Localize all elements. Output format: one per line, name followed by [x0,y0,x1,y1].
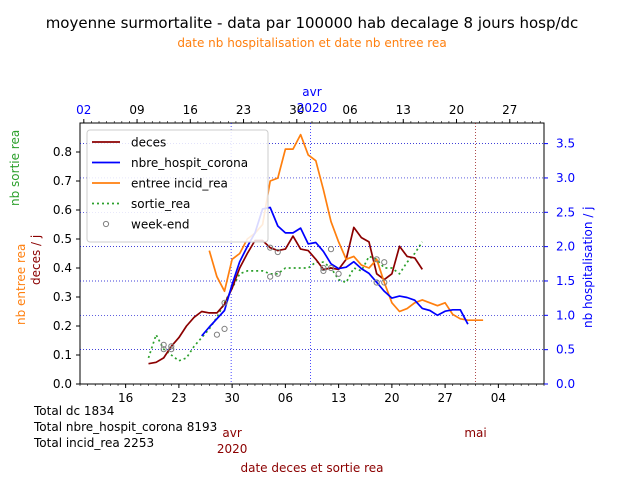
right-tick-label: 3.0 [556,171,575,185]
total-deces: Total dc 1834 [33,404,114,418]
weekend-marker [221,325,228,332]
total-rea: Total incid_rea 2253 [33,436,154,450]
bottom-tick-label: 23 [171,391,186,405]
top-tick-label: 06 [342,103,357,117]
top-tick-label: 27 [502,103,517,117]
bottom-tick-label: 30 [224,391,239,405]
bottom-month-label-avr: avr 2020 [217,426,248,456]
left-tick-label: 0.3 [53,290,72,304]
legend-swatch [102,220,110,228]
bottom-tick-label: 27 [437,391,452,405]
weekend-marker [168,343,175,350]
left-tick-label: 0.5 [53,232,72,246]
right-tick-label: 3.5 [556,137,575,151]
left-tick-label: 0.7 [53,174,72,188]
weekend-marker [267,244,274,251]
right-tick-label: 2.0 [556,240,575,254]
chart-subtitle: date nb hospitalisation et date nb entre… [177,36,446,50]
weekend-marker [327,246,335,253]
left-tick-label: 0.4 [53,261,72,275]
grid [80,143,544,351]
weekend-marker [373,279,380,286]
weekend-marker [160,341,167,348]
legend-label: sortie_rea [131,197,190,211]
legend-label: entree incid_rea [131,177,228,191]
top-tick-label: 23 [236,103,251,117]
top-tick-label: 13 [396,103,411,117]
bottom-tick-label: 20 [384,391,399,405]
chart-title: moyenne surmortalite - data par 100000 h… [46,14,579,32]
series-deces [148,226,424,365]
top-tick-label: 16 [183,103,198,117]
series-sortie-rea [147,241,424,362]
left-tick-label: 0.8 [53,145,72,159]
weekend-marker [373,256,380,263]
left-tick-label: 0.6 [53,203,72,217]
weekend-marker [381,259,388,266]
right-tick-label: 0.0 [556,377,575,391]
legend-label: deces [131,136,166,150]
right-tick-label: 2.5 [556,205,575,219]
top-tick-label: 09 [129,103,144,117]
top-tick-label: 30 [289,103,304,117]
weekend-marker [267,273,274,280]
weekend-marker [381,279,388,286]
top-tick-label: 02 [76,103,91,117]
right-tick-label: 1.0 [556,308,575,322]
bottom-tick-label: 06 [278,391,293,405]
weekend-marker [335,270,342,277]
left-tick-label: 0.2 [53,319,72,333]
weekend-marker [168,346,175,353]
right-ylabel: nb hospitalisation / j [581,206,595,328]
weekend-marker [327,264,335,272]
axes-layer: 0.0 0.5 1.0 1.5 2.0 2.5 3.0 3.5 0.0 0.1 0.2 0.3 0.4 0… [53,85,575,456]
top-month-label: avr 2020 [297,85,328,115]
bottom-tick-label: 13 [331,391,346,405]
top-tick-label: 20 [449,103,464,117]
right-tick-label: 0.5 [556,343,575,357]
total-hospit: Total nbre_hospit_corona 8193 [33,420,217,434]
left-tick-label: 0.1 [53,348,72,362]
bottom-month-label-mai: mai [464,426,486,440]
weekend-marker [213,331,221,338]
bottom-xlabel: date deces et sortie rea [241,461,384,475]
legend-label: nbre_hospit_corona [131,156,248,170]
left-ylabel-deces: deces / j [29,235,43,285]
legend-box [86,129,269,243]
bottom-tick-label: 16 [118,391,133,405]
weekend-marker [320,264,327,272]
right-tick-label: 1.5 [556,274,575,288]
legend-label: week-end [131,218,189,232]
weekend-marker [320,267,327,274]
series-hospit [201,206,469,337]
weekend-marker [274,248,281,256]
left-ylabel-entree: nb entree rea [14,244,28,325]
left-tick-label: 0.0 [53,377,72,391]
weekend-marker [160,346,167,353]
bottom-tick-label: 04 [491,391,506,405]
weekend-marker [274,270,281,277]
left-ylabel-sortie: nb sortie rea [8,130,22,206]
weekend-marker [221,299,228,306]
